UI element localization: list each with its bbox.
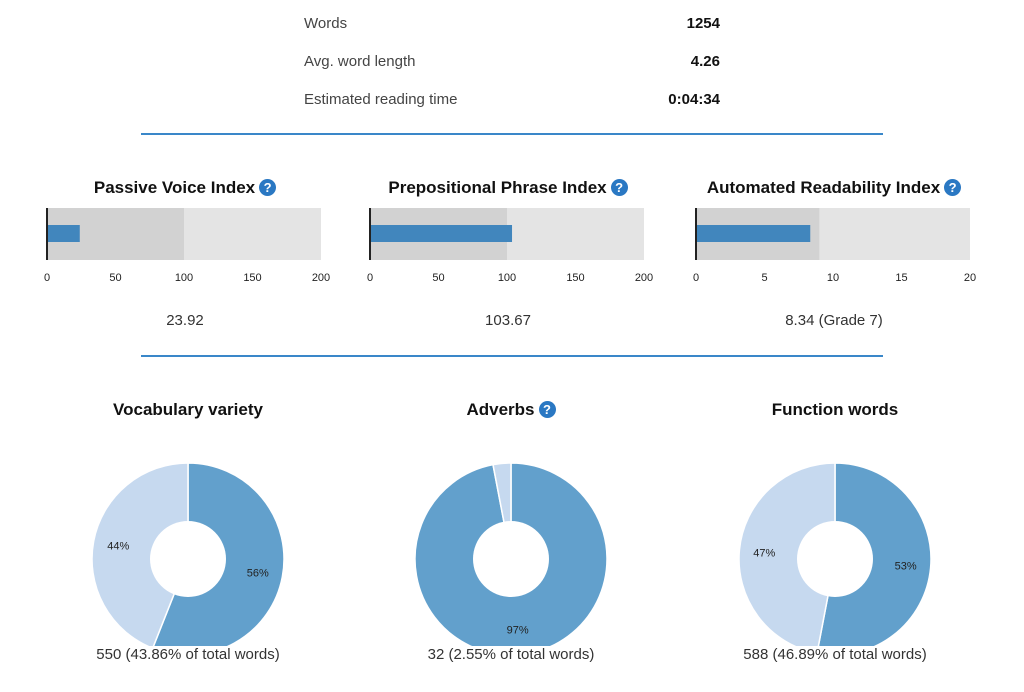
gauge-tick-label: 150: [566, 272, 584, 284]
pie-caption: 550 (43.86% of total words): [96, 646, 280, 663]
stat-value: 0:04:34: [668, 91, 720, 108]
gauge-value-bar: [47, 225, 80, 242]
gauge-tick-label: 200: [635, 272, 653, 284]
stat-label: Avg. word length: [304, 53, 416, 70]
help-icon[interactable]: ?: [944, 179, 962, 196]
gauge-tick-label: 100: [175, 272, 193, 284]
pie-title: Vocabulary variety: [38, 398, 338, 422]
stat-label: Estimated reading time: [304, 91, 458, 108]
gauge-tick-label: 100: [498, 272, 516, 284]
gauge-tick-label: 150: [243, 272, 261, 284]
adverbs-pie: Adverbs? 97% 32 (2.55% of total words): [361, 398, 661, 663]
pie-caption: 32 (2.55% of total words): [427, 646, 595, 663]
pie-slice: [414, 462, 608, 646]
section-divider: [141, 133, 883, 135]
pie-slice-label: 53%: [895, 561, 917, 573]
pie-center-hole: [797, 521, 873, 597]
gauge-value-bar: [370, 225, 513, 242]
vocabulary-variety-pie: Vocabulary variety 56% 44% 550 (43.86% of…: [38, 398, 338, 663]
summary-stats: Words 1254 Avg. word length 4.26 Estimat…: [304, 6, 720, 120]
gauge-tick-label: 50: [109, 272, 121, 284]
help-icon[interactable]: ?: [538, 401, 556, 418]
pie-center-hole: [473, 521, 549, 597]
gauge-chart: 0 5 10 15 20: [693, 208, 976, 284]
pie-slice: [738, 462, 836, 646]
stat-value: 1254: [686, 15, 720, 32]
prepositional-phrase-gauge: Prepositional Phrase Index? 0 50 100 150 200…: [363, 176, 653, 329]
help-icon[interactable]: ?: [610, 179, 628, 196]
gauge-tick-label: 200: [312, 272, 330, 284]
pie-chart: 53% 47%: [738, 462, 932, 646]
pie-title: Adverbs?: [361, 398, 661, 422]
pie-title-text: Vocabulary variety: [113, 400, 263, 419]
pie-title-text: Adverbs: [466, 400, 535, 419]
stat-row-words: Words 1254: [304, 6, 720, 44]
gauge-chart: 0 50 100 150 200: [367, 208, 653, 284]
gauge-tick-label: 0: [367, 272, 373, 284]
gauge-tick-label: 50: [432, 272, 444, 284]
gauge-tick-label: 10: [827, 272, 839, 284]
gauge-tick-label: 20: [964, 272, 976, 284]
stat-label: Words: [304, 15, 348, 32]
function-words-pie: Function words 53% 47% 588 (46.89% of tot…: [685, 398, 985, 663]
gauge-tick-label: 5: [761, 272, 767, 284]
pie-center-hole: [150, 521, 226, 597]
gauge-value: 8.34 (Grade 7): [785, 312, 883, 329]
passive-voice-gauge: Passive Voice Index? 0 50 100 150 200 23.92: [40, 176, 330, 329]
gauge-chart: 0 50 100 150 200: [44, 208, 330, 284]
pie-title-text: Function words: [771, 400, 899, 419]
pie-chart: 97%: [414, 462, 608, 646]
gauge-tick-label: 0: [44, 272, 50, 284]
gauge-title: Passive Voice Index?: [40, 176, 330, 200]
pie-slice-label: 97%: [507, 625, 529, 637]
gauge-title: Automated Readability Index?: [689, 176, 979, 200]
gauge-title: Prepositional Phrase Index?: [363, 176, 653, 200]
gauge-tick-label: 15: [895, 272, 907, 284]
section-divider: [141, 355, 883, 357]
pie-slice-label: 44%: [107, 541, 129, 553]
gauge-title-text: Automated Readability Index: [706, 178, 941, 197]
help-icon[interactable]: ?: [259, 179, 277, 196]
gauge-tick-label: 0: [693, 272, 699, 284]
pie-chart: 56% 44%: [91, 462, 285, 646]
pie-slice-label: 47%: [753, 547, 775, 559]
gauge-value: 103.67: [485, 312, 531, 329]
readability-gauge: Automated Readability Index? 0 5 10 15 20 8.…: [689, 176, 979, 329]
stat-row-avg-word-length: Avg. word length 4.26: [304, 44, 720, 82]
gauge-title-text: Passive Voice Index: [93, 178, 256, 197]
pie-slice: [91, 462, 189, 646]
pie-caption: 588 (46.89% of total words): [743, 646, 927, 663]
pie-title: Function words: [685, 398, 985, 422]
stat-value: 4.26: [690, 53, 720, 70]
pie-slice: [817, 462, 932, 646]
pie-slice-label: 56%: [247, 567, 269, 579]
gauge-value-bar: [696, 225, 811, 242]
gauge-value: 23.92: [166, 312, 204, 329]
gauge-title-text: Prepositional Phrase Index: [388, 178, 607, 197]
stat-row-reading-time: Estimated reading time 0:04:34: [304, 82, 720, 120]
